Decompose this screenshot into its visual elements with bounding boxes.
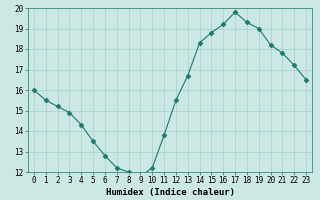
X-axis label: Humidex (Indice chaleur): Humidex (Indice chaleur) — [106, 188, 235, 197]
